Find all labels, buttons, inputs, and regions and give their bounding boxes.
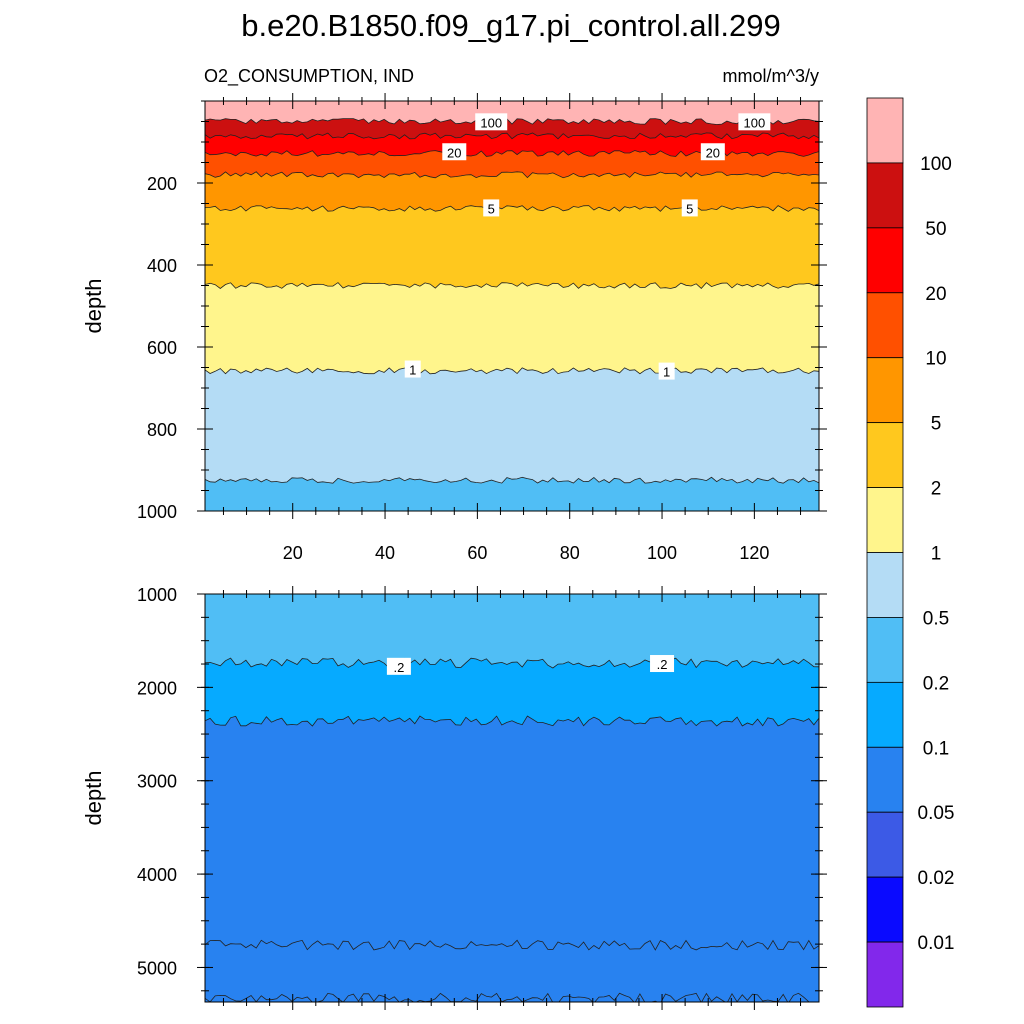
y-tick-label: 200 — [147, 174, 177, 194]
contour-label-text: 5 — [488, 201, 495, 216]
y-tick-label: 1000 — [137, 585, 177, 605]
lower-panel: .2 .2 1000 2000 3000 4000 5000 depth — [81, 585, 827, 1010]
y-tick-label: 3000 — [137, 772, 177, 792]
upper-contour-fills — [205, 101, 819, 516]
colorbar-label: 0.2 — [923, 673, 949, 694]
units-subtitle: mmol/m^3/y — [723, 66, 819, 86]
colorbar-label: 0.5 — [923, 608, 949, 629]
upper-panel: 100 100 20 20 5 5 1 1 200 400 600 800 1000 20 40 60 80 10… — [81, 93, 827, 563]
x-tick-label: 40 — [375, 543, 395, 563]
colorbar-swatch — [867, 293, 903, 358]
colorbar-swatch — [867, 942, 903, 1007]
upper-contour-label: 100 — [738, 113, 770, 130]
upper-contour-label: 100 — [475, 113, 507, 130]
upper-contour-label: 1 — [659, 363, 675, 380]
lower-contour-label: .2 — [650, 655, 674, 672]
contour-label-text: 20 — [706, 145, 720, 160]
colorbar-label: 1 — [931, 544, 942, 565]
colorbar-label: 0.01 — [918, 933, 955, 954]
contour-label-text: 100 — [480, 115, 502, 130]
colorbar-swatch — [867, 682, 903, 747]
x-tick-label: 60 — [467, 543, 487, 563]
lower-contour-fills — [205, 594, 819, 1007]
upper-contour-label: 20 — [701, 143, 725, 160]
colorbar-swatch — [867, 228, 903, 293]
upper-band — [205, 477, 819, 516]
colorbar-label: 5 — [931, 414, 942, 435]
x-tick-label: 20 — [283, 543, 303, 563]
colorbar-swatch — [867, 747, 903, 812]
contour-label-text: 1 — [409, 363, 416, 378]
contour-label-text: .2 — [657, 657, 668, 672]
colorbar-label: 10 — [925, 349, 946, 370]
colorbar-swatch — [867, 98, 903, 163]
upper-y-axis-label: depth — [81, 278, 106, 333]
colorbar-label: 20 — [925, 284, 946, 305]
colorbar-swatch — [867, 617, 903, 682]
colorbar-swatch — [867, 163, 903, 228]
contour-label-text: 5 — [686, 201, 693, 216]
y-tick-label: 800 — [147, 420, 177, 440]
colorbar: 100 50 20 10 5 2 1 0.5 0.2 0.1 0.05 0.02 0.01 — [867, 98, 954, 1007]
contour-label-text: .2 — [393, 660, 404, 675]
chart-title: b.e20.B1850.f09_g17.pi_control.all.299 — [241, 8, 781, 43]
colorbar-swatch — [867, 877, 903, 942]
upper-contour-label: 5 — [483, 199, 499, 216]
upper-contour-label: 20 — [442, 143, 466, 160]
colorbar-label: 100 — [920, 154, 952, 175]
colorbar-label: 50 — [925, 219, 946, 240]
colorbar-label: 2 — [931, 479, 942, 500]
upper-contour-label: 1 — [405, 361, 421, 378]
variable-subtitle: O2_CONSUMPTION, IND — [204, 66, 414, 87]
y-tick-label: 400 — [147, 256, 177, 276]
colorbar-swatch — [867, 488, 903, 553]
y-tick-label: 4000 — [137, 865, 177, 885]
colorbar-swatch — [867, 553, 903, 618]
x-tick-label: 100 — [647, 543, 677, 563]
y-tick-label: 5000 — [137, 958, 177, 978]
colorbar-label: 0.02 — [918, 868, 955, 889]
contour-label-text: 100 — [744, 115, 766, 130]
colorbar-swatch — [867, 358, 903, 423]
y-tick-label: 1000 — [137, 502, 177, 522]
lower-contour-label: .2 — [387, 658, 411, 675]
x-tick-label: 120 — [739, 543, 769, 563]
lower-y-axis-label: depth — [81, 770, 106, 825]
upper-contour-label: 5 — [682, 199, 698, 216]
contour-label-text: 20 — [447, 145, 461, 160]
y-tick-label: 600 — [147, 338, 177, 358]
y-tick-label: 2000 — [137, 678, 177, 698]
x-tick-label: 80 — [560, 543, 580, 563]
colorbar-label: 0.1 — [923, 738, 949, 759]
colorbar-label: 0.05 — [918, 803, 955, 824]
colorbar-swatch — [867, 812, 903, 877]
contour-label-text: 1 — [663, 365, 670, 380]
colorbar-swatch — [867, 423, 903, 488]
